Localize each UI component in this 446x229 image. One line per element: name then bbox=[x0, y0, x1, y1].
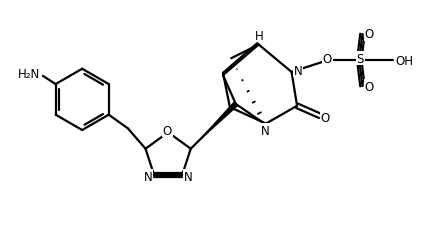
Polygon shape bbox=[191, 102, 238, 149]
Text: N: N bbox=[184, 170, 192, 183]
Text: N: N bbox=[261, 124, 269, 137]
Text: H: H bbox=[255, 30, 264, 43]
Text: O: O bbox=[163, 124, 172, 137]
Text: OH: OH bbox=[396, 54, 414, 67]
Text: N: N bbox=[144, 170, 153, 183]
Text: S: S bbox=[356, 52, 364, 65]
Text: O: O bbox=[364, 28, 373, 41]
Text: O: O bbox=[321, 112, 330, 125]
Text: O: O bbox=[322, 52, 332, 65]
Text: N: N bbox=[293, 64, 302, 77]
Text: H₂N: H₂N bbox=[17, 68, 40, 81]
Text: O: O bbox=[364, 80, 373, 93]
